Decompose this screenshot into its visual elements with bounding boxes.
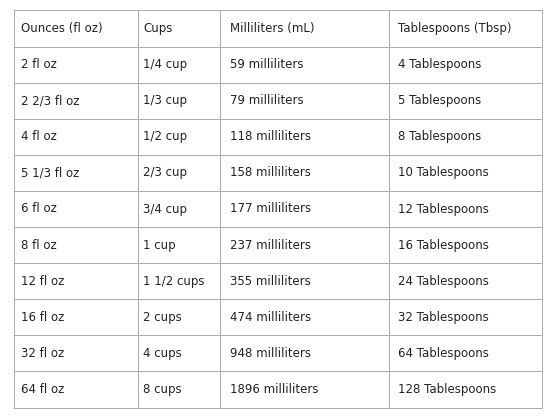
Text: 2 cups: 2 cups — [143, 311, 182, 324]
Text: 474 milliliters: 474 milliliters — [230, 311, 311, 324]
Text: 4 Tablespoons: 4 Tablespoons — [398, 58, 481, 71]
Text: 16 Tablespoons: 16 Tablespoons — [398, 239, 489, 252]
Text: 79 milliliters: 79 milliliters — [230, 94, 304, 107]
Text: Milliliters (mL): Milliliters (mL) — [230, 22, 315, 35]
Text: 8 fl oz: 8 fl oz — [21, 239, 57, 252]
Text: 4 cups: 4 cups — [143, 347, 182, 360]
Text: 32 Tablespoons: 32 Tablespoons — [398, 311, 489, 324]
Text: 177 milliliters: 177 milliliters — [230, 202, 311, 216]
Text: 1/3 cup: 1/3 cup — [143, 94, 187, 107]
Text: 2/3 cup: 2/3 cup — [143, 166, 187, 179]
Text: 355 milliliters: 355 milliliters — [230, 275, 311, 288]
Text: 237 milliliters: 237 milliliters — [230, 239, 311, 252]
Text: 1/4 cup: 1/4 cup — [143, 58, 187, 71]
Text: Cups: Cups — [143, 22, 172, 35]
Text: 64 fl oz: 64 fl oz — [21, 383, 64, 396]
Text: 64 Tablespoons: 64 Tablespoons — [398, 347, 489, 360]
Text: 12 fl oz: 12 fl oz — [21, 275, 64, 288]
Text: 948 milliliters: 948 milliliters — [230, 347, 311, 360]
Text: 3/4 cup: 3/4 cup — [143, 202, 187, 216]
Text: 2 fl oz: 2 fl oz — [21, 58, 57, 71]
Text: 5 Tablespoons: 5 Tablespoons — [398, 94, 481, 107]
Text: 59 milliliters: 59 milliliters — [230, 58, 304, 71]
Text: 16 fl oz: 16 fl oz — [21, 311, 64, 324]
Text: 128 Tablespoons: 128 Tablespoons — [398, 383, 497, 396]
Text: 8 cups: 8 cups — [143, 383, 182, 396]
Text: 10 Tablespoons: 10 Tablespoons — [398, 166, 489, 179]
Text: Tablespoons (Tbsp): Tablespoons (Tbsp) — [398, 22, 512, 35]
Text: 8 Tablespoons: 8 Tablespoons — [398, 130, 481, 143]
Text: 1 1/2 cups: 1 1/2 cups — [143, 275, 205, 288]
Text: 1896 milliliters: 1896 milliliters — [230, 383, 319, 396]
Text: Ounces (fl oz): Ounces (fl oz) — [21, 22, 103, 35]
Text: 4 fl oz: 4 fl oz — [21, 130, 57, 143]
Text: 24 Tablespoons: 24 Tablespoons — [398, 275, 489, 288]
Text: 1 cup: 1 cup — [143, 239, 176, 252]
Text: 5 1/3 fl oz: 5 1/3 fl oz — [21, 166, 80, 179]
Text: 118 milliliters: 118 milliliters — [230, 130, 311, 143]
Text: 158 milliliters: 158 milliliters — [230, 166, 311, 179]
Text: 32 fl oz: 32 fl oz — [21, 347, 64, 360]
Text: 12 Tablespoons: 12 Tablespoons — [398, 202, 489, 216]
Text: 2 2/3 fl oz: 2 2/3 fl oz — [21, 94, 80, 107]
Text: 6 fl oz: 6 fl oz — [21, 202, 57, 216]
Text: 1/2 cup: 1/2 cup — [143, 130, 187, 143]
